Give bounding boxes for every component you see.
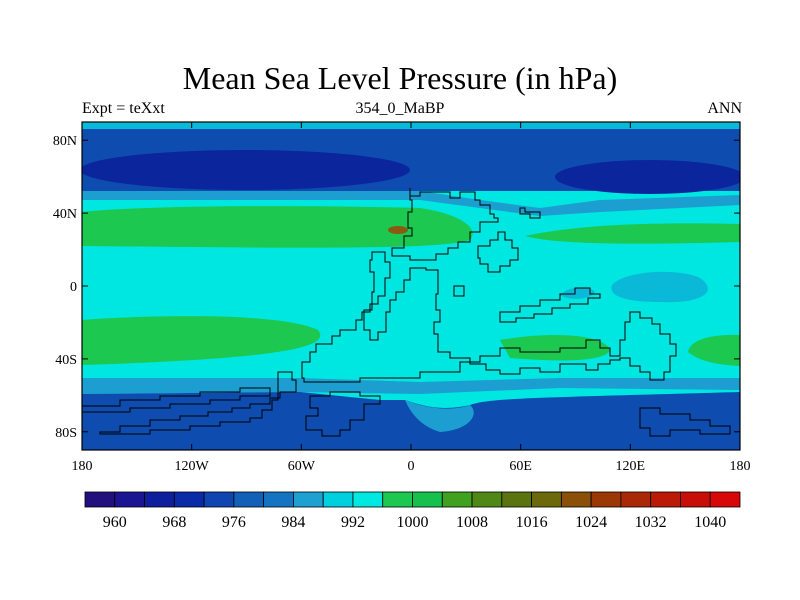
map-title: Mean Sea Level Pressure (in hPa) bbox=[182, 60, 618, 96]
lon-tick-label: 60W bbox=[288, 459, 316, 474]
legend-swatch bbox=[84, 491, 116, 508]
legend-label: 960 bbox=[103, 514, 127, 531]
legend-swatch bbox=[173, 491, 205, 508]
experiment-label: Expt = teXxt bbox=[82, 100, 165, 117]
outline-islet-a bbox=[453, 285, 465, 297]
legend-swatch bbox=[352, 491, 384, 508]
pressure-field bbox=[82, 122, 740, 450]
legend-swatch bbox=[709, 491, 741, 508]
lon-tick-label: 120E bbox=[616, 459, 646, 474]
legend-swatch bbox=[650, 491, 681, 508]
legend-label: 976 bbox=[222, 514, 246, 531]
band-south-low bbox=[82, 392, 740, 450]
outline-equatorial-strip bbox=[499, 287, 601, 323]
subtropical-high-south-west bbox=[82, 316, 321, 365]
legend-swatch bbox=[322, 491, 354, 508]
lat-tick-label: 40S bbox=[55, 353, 77, 368]
latitude-axis: 80N 40N 0 40S 80S bbox=[53, 134, 740, 441]
icelandic-low bbox=[82, 150, 410, 190]
lat-tick-label: 80N bbox=[53, 134, 77, 149]
outline-southeast-landmass bbox=[639, 407, 731, 437]
lat-tick-label: 40N bbox=[53, 207, 77, 222]
tropical-low-pocket bbox=[611, 271, 708, 303]
legend-label: 1008 bbox=[456, 514, 488, 531]
subtropical-high-south-center bbox=[500, 335, 610, 361]
outline-north-island bbox=[519, 207, 541, 219]
lon-tick-label: 180 bbox=[72, 459, 93, 474]
subtropical-high-north-west bbox=[82, 206, 473, 248]
outline-south-landmass bbox=[305, 391, 381, 437]
legend-swatch bbox=[263, 491, 294, 508]
lon-tick-label: 180 bbox=[730, 459, 751, 474]
legend-swatch bbox=[233, 491, 265, 508]
band-south-mid bbox=[82, 378, 740, 394]
lon-tick-label: 0 bbox=[408, 459, 415, 474]
lat-tick-label: 0 bbox=[70, 280, 77, 295]
legend-swatch bbox=[590, 491, 622, 508]
pressure-peak bbox=[388, 226, 408, 234]
legend-swatch bbox=[680, 491, 711, 508]
tropical-low-pocket-small bbox=[560, 287, 595, 299]
subtropical-high-south-east bbox=[688, 334, 740, 366]
outline-north-landmass bbox=[391, 188, 499, 261]
legend-label: 984 bbox=[281, 514, 305, 531]
time-label: 354_0_MaBP bbox=[355, 100, 445, 117]
outline-southwest-chain bbox=[99, 371, 297, 435]
legend-swatch bbox=[501, 491, 532, 508]
antarctic-lobe bbox=[405, 400, 474, 432]
lat-tick-label: 80S bbox=[55, 426, 77, 441]
legend-swatch bbox=[144, 491, 175, 508]
legend-swatch bbox=[531, 491, 562, 508]
outline-central-landmass bbox=[301, 251, 677, 383]
legend-label: 968 bbox=[162, 514, 186, 531]
legend-label: 992 bbox=[341, 514, 365, 531]
continent-outlines bbox=[82, 188, 731, 437]
color-legend: 960 968 976 984 992 1000 1008 1016 1024 1032 1040 bbox=[84, 491, 741, 531]
legend-label: 1024 bbox=[575, 514, 607, 531]
outline-southwest-coast bbox=[82, 387, 271, 413]
legend-label: 1016 bbox=[516, 514, 548, 531]
legend-swatch bbox=[203, 491, 235, 508]
outline-north-enclosed-basin bbox=[477, 231, 519, 273]
longitude-axis: 180 120W 60W 0 60E 120E 180 bbox=[72, 122, 751, 474]
legend-swatch bbox=[382, 491, 413, 508]
legend-swatch bbox=[441, 491, 473, 508]
legend-swatch bbox=[293, 491, 324, 508]
season-label: ANN bbox=[707, 100, 742, 117]
aleutian-low bbox=[555, 160, 740, 194]
legend-label: 1032 bbox=[635, 514, 667, 531]
legend-label: 1040 bbox=[694, 514, 726, 531]
legend-swatch bbox=[471, 491, 503, 508]
lon-tick-label: 60E bbox=[509, 459, 532, 474]
legend-label: 1000 bbox=[397, 514, 429, 531]
lon-tick-label: 120W bbox=[175, 459, 210, 474]
legend-swatch bbox=[560, 491, 592, 508]
subtropical-high-north-east bbox=[525, 223, 740, 244]
legend-swatch bbox=[620, 491, 652, 508]
legend-swatch bbox=[412, 491, 443, 508]
legend-swatch bbox=[114, 491, 145, 508]
band-north-mid bbox=[82, 191, 740, 216]
